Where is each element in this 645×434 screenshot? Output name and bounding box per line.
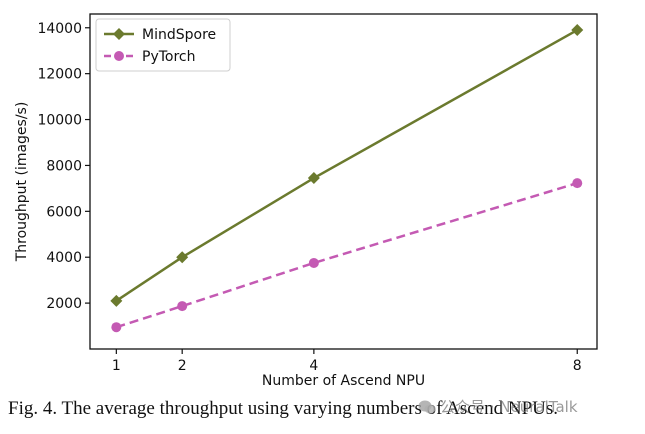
x-tick-label: 1 xyxy=(112,358,121,374)
x-axis-title: Number of Ascend NPU xyxy=(262,373,425,389)
y-tick-label: 14000 xyxy=(37,21,82,37)
series-pytorch xyxy=(111,178,583,333)
y-tick-label: 6000 xyxy=(46,204,82,220)
series-line-pytorch xyxy=(115,181,578,329)
y-tick-label: 12000 xyxy=(37,67,82,83)
legend-box xyxy=(95,18,231,72)
watermark-text: 公众号 · NeuralTalk xyxy=(440,398,578,416)
y-tick-label: 2000 xyxy=(46,296,82,312)
data-point-pytorch xyxy=(111,322,122,333)
data-point-mindspore xyxy=(176,251,189,264)
y-tick-label: 4000 xyxy=(46,250,82,266)
data-point-pytorch xyxy=(308,257,319,268)
series-mindspore xyxy=(110,24,584,307)
y-tick-label: 8000 xyxy=(46,158,82,174)
data-point-mindspore xyxy=(307,172,320,185)
legend-marker-pytorch xyxy=(114,51,124,61)
legend-marker-mindspore xyxy=(113,28,125,40)
series-line-mindspore xyxy=(115,28,578,302)
axes: 1 2 4 8 2000 4000 6000 8000 10000 12000 14000 Numbe… xyxy=(14,13,598,389)
plot-frame xyxy=(89,13,598,350)
data-point-pytorch xyxy=(177,301,188,312)
x-tick-label: 8 xyxy=(573,358,582,374)
x-tick-label: 4 xyxy=(309,358,318,374)
series-layer xyxy=(110,24,584,333)
data-point-mindspore xyxy=(571,24,584,37)
data-point-pytorch xyxy=(572,178,583,189)
legend: MindSpore PyTorch xyxy=(95,18,231,72)
data-point-mindspore xyxy=(110,294,123,307)
watermark: 公众号 · NeuralTalk xyxy=(418,396,578,417)
y-axis-title: Throughput (images/s) xyxy=(14,102,30,263)
legend-label-pytorch: PyTorch xyxy=(142,49,195,65)
y-tick-label: 10000 xyxy=(37,113,82,129)
legend-label-mindspore: MindSpore xyxy=(142,27,216,43)
wechat-icon xyxy=(418,399,436,415)
x-tick-label: 2 xyxy=(178,358,187,374)
